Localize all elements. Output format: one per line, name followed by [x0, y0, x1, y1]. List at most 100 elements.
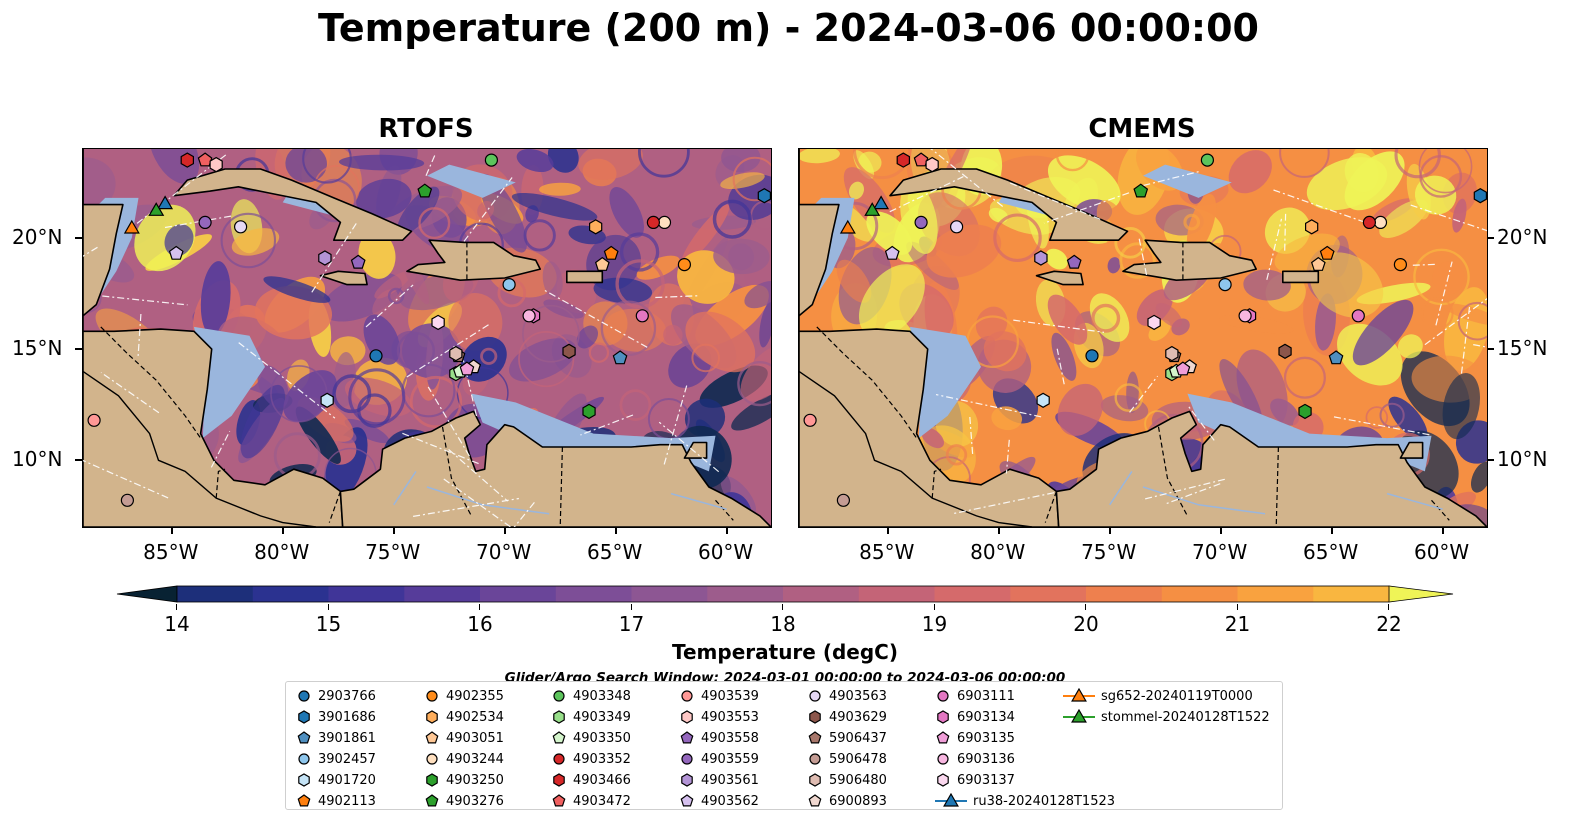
marker-4903558: [350, 254, 366, 269]
eez-line: [1266, 218, 1283, 280]
legend-item: 6903136: [935, 749, 1053, 769]
eddy-contour: [638, 149, 690, 178]
marker-4901720: [320, 392, 334, 408]
land-hispaniola: [1122, 239, 1258, 281]
legend-swatch-pentagon: [680, 794, 694, 807]
lon-tick-label: 80°W: [254, 540, 310, 564]
lon-tick-label: 65°W: [1303, 540, 1359, 564]
temperature-patch: [1051, 332, 1077, 381]
temperature-patch: [1471, 149, 1487, 180]
eez-line: [1409, 263, 1435, 266]
legend-label: 3901686: [318, 709, 376, 725]
eez-line: [930, 149, 1004, 207]
lon-tick-mark: [997, 527, 1000, 534]
temperature-patch: [1442, 373, 1480, 440]
marker-6903136: [522, 309, 536, 323]
legend-label: 4902355: [446, 688, 504, 704]
legend-label: 4902534: [446, 709, 504, 725]
colorbar-segment: [177, 586, 254, 602]
eddy-contour: [993, 213, 1042, 262]
temperature-patch: [1470, 461, 1487, 493]
legend-label: 4903348: [573, 688, 631, 704]
eddy-contour: [1413, 248, 1470, 306]
land-puertorico: [565, 270, 604, 284]
temperature-patch: [663, 324, 683, 345]
marker-4903563: [950, 220, 964, 234]
lon-tick-label: 85°W: [143, 540, 199, 564]
colorbar-segment: [1086, 586, 1163, 602]
lon-tick-mark: [725, 527, 728, 534]
marker-4903276: [417, 183, 433, 198]
marker-sg652-20240119T0000: [839, 219, 856, 234]
country-border: [1044, 491, 1057, 523]
temperature-patch: [1388, 396, 1428, 441]
eddy-contour: [1091, 303, 1121, 333]
colorbar-tick-label: 19: [921, 612, 948, 636]
river: [1109, 470, 1133, 506]
marker-5906478: [120, 493, 135, 507]
lon-tick-label: 75°W: [365, 540, 421, 564]
temperature-patch: [858, 151, 882, 173]
lon-tick-mark: [170, 527, 173, 534]
land-hispaniola: [406, 239, 542, 281]
colorbar-segment: [934, 586, 1011, 602]
colorbar-tick-mark: [1236, 604, 1238, 610]
legend: 2903766 3901686 3901861 3902457 4901720 49021…: [285, 681, 1283, 810]
colorbar-tick-label: 22: [1376, 612, 1402, 636]
temperature-patch: [926, 224, 1002, 278]
eez-line: [542, 288, 648, 348]
legend-label: 5906478: [829, 751, 887, 767]
colorbar-tick-label: 16: [467, 612, 493, 636]
temperature-patch: [397, 186, 440, 235]
marker-6903135: [1175, 361, 1191, 376]
eez-line: [425, 155, 436, 177]
legend-swatch-circle: [681, 753, 693, 765]
eddy-contour: [1457, 301, 1487, 341]
legend-item: 3902457: [296, 749, 414, 769]
legend-swatch-hexagon: [426, 773, 438, 787]
legend-label: 4903562: [701, 793, 759, 809]
marker-6903136: [1238, 309, 1252, 323]
colorbar-segment: [252, 586, 330, 602]
legend-item: 3901686: [296, 707, 414, 727]
temperature-patch: [983, 331, 1027, 372]
legend-label: 4903466: [573, 772, 631, 788]
legend-item: 4903629: [807, 707, 925, 727]
eez-line: [401, 432, 479, 465]
legend-label: stommel-20240128T1522: [1101, 709, 1270, 725]
panel-title-cmems: CMEMS: [1088, 114, 1196, 144]
legend-item: 4902355: [424, 686, 542, 706]
marker-4903466: [896, 152, 911, 168]
eddy-contour: [302, 149, 352, 184]
lat-tick-mark: [75, 459, 82, 462]
marker-4902355: [677, 257, 692, 272]
legend-swatch-pentagon: [808, 731, 822, 744]
temperature-patch: [516, 149, 554, 173]
marker-4903539: [803, 413, 817, 427]
marker-6903137: [431, 314, 445, 331]
eddy-contour: [1420, 297, 1454, 330]
temperature-patch: [1228, 150, 1272, 194]
lon-tick-mark: [1441, 527, 1444, 534]
country-border: [816, 326, 918, 439]
marker-stommel-20240128T1522: [148, 202, 165, 216]
country-border: [931, 468, 942, 499]
eddy-contour: [615, 259, 665, 309]
temperature-patch: [1057, 383, 1104, 436]
eez-line: [137, 313, 142, 358]
legend-swatch-circle: [298, 753, 310, 765]
temperature-patch: [1243, 269, 1291, 301]
legend-swatch-triangle: [1063, 688, 1095, 702]
legend-swatch-pentagon: [297, 794, 311, 807]
eddy-contour: [348, 368, 406, 426]
eez-line: [1043, 192, 1130, 224]
land-trinidad: [683, 441, 708, 459]
temperature-patch: [1219, 315, 1294, 334]
legend-label: 3902457: [318, 751, 376, 767]
eez-line: [1009, 182, 1102, 221]
eez-line: [580, 414, 634, 436]
legend-item: 4903244: [424, 749, 542, 769]
eez-line: [83, 246, 98, 257]
eez-line: [952, 492, 1055, 515]
eez-line: [460, 351, 478, 417]
